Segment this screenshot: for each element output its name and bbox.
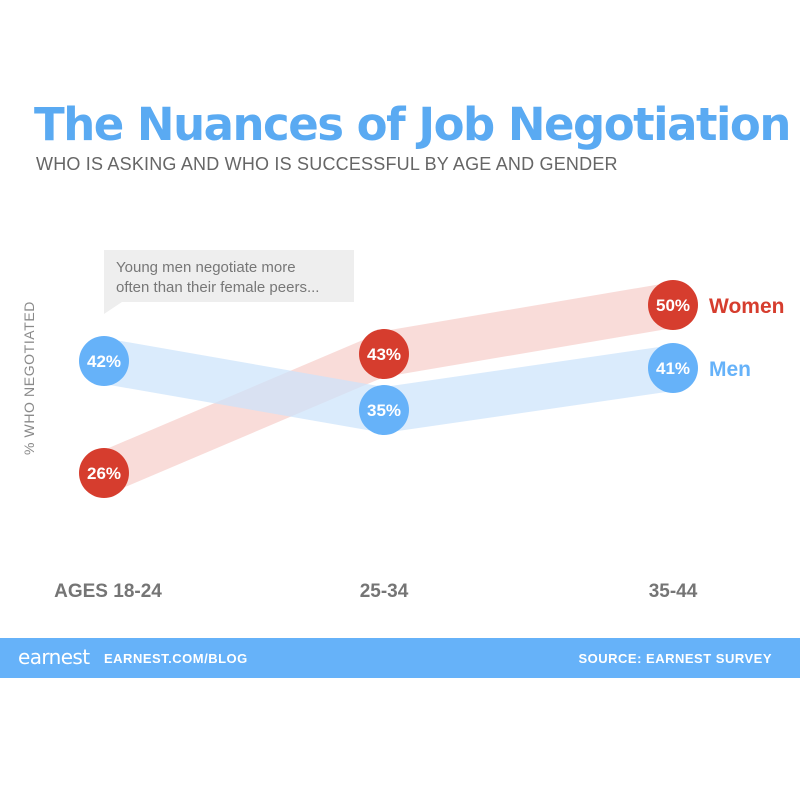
annotation-bubble [104,250,354,314]
x-tick-label-1: AGES 18-24 [54,581,162,602]
men-point-1 [79,336,129,386]
women-point-3 [648,280,698,330]
chart-marks: 26% 43% 50% Women 42% 35% 41% Men AGES 18-24 25-3… [54,280,784,602]
x-tick-label-2: 25-34 [360,581,409,602]
y-axis-label: % WHO NEGOTIATED [21,301,37,455]
men-data-label-3: 41% [656,359,690,378]
earnest-logo: earnest [18,645,90,669]
women-data-label-1: 26% [87,464,121,483]
women-point-1 [79,448,129,498]
annotation-line-1: Young men negotiate more [116,259,296,276]
women-point-2 [359,329,409,379]
men-legend-label: Men [709,358,751,381]
men-point-2 [359,385,409,435]
men-point-3 [648,343,698,393]
annotation-text: Young men negotiate more often than thei… [116,259,319,296]
blog-link[interactable]: EARNEST.COM/BLOG [104,651,248,666]
women-band [104,282,673,496]
men-data-label-2: 35% [367,401,401,420]
men-data-label-1: 42% [87,352,121,371]
women-legend-label: Women [709,295,784,318]
men-band [104,338,673,433]
annotation-callout: Young men negotiate more often than thei… [104,250,354,314]
chart-title: The Nuances of Job Negotiation [34,98,791,151]
women-data-label-3: 50% [656,296,690,315]
source-note: SOURCE: EARNEST SURVEY [578,651,772,666]
footer-bar: earnest EARNEST.COM/BLOG SOURCE: EARNEST… [0,638,800,678]
women-data-label-2: 43% [367,345,401,364]
annotation-line-2: often than their female peers... [116,279,319,296]
chart-subtitle: WHO IS ASKING AND WHO IS SUCCESSFUL BY A… [36,154,618,174]
x-tick-label-3: 35-44 [649,581,698,602]
line-chart: % WHO NEGOTIATED Young men negotiate mor… [21,250,784,602]
